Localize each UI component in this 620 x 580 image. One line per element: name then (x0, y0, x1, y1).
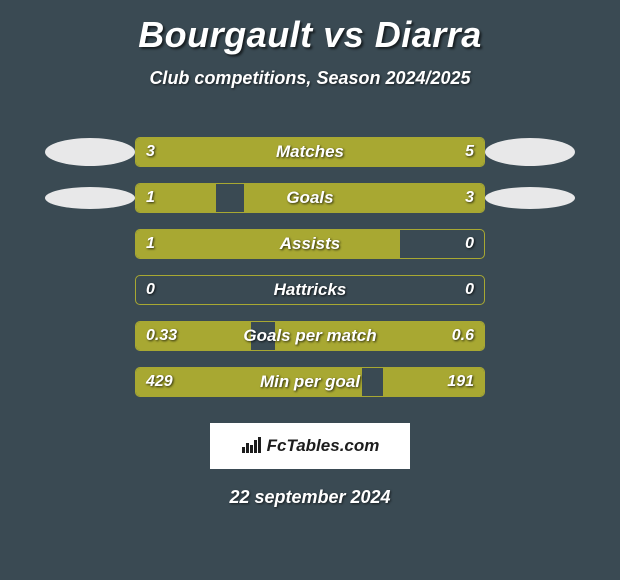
bar-chart-icon (241, 437, 263, 455)
bar-fill-right (244, 184, 484, 212)
stat-bar: 0.33 Goals per match 0.6 (135, 321, 485, 351)
player-left-avatar (45, 138, 135, 166)
stat-row-hattricks: 0 Hattricks 0 (0, 267, 620, 313)
player-right-avatar (485, 138, 575, 166)
stat-label: Assists (280, 234, 340, 254)
stat-value-right: 0 (465, 235, 474, 253)
stat-label: Goals per match (243, 326, 376, 346)
stat-value-right: 3 (465, 189, 474, 207)
player-right-name: Diarra (375, 14, 482, 55)
footer-date: 22 september 2024 (0, 487, 620, 508)
stat-bar: 429 Min per goal 191 (135, 367, 485, 397)
stat-value-left: 0.33 (146, 327, 177, 345)
stat-value-right: 5 (465, 143, 474, 161)
comparison-chart: 3 Matches 5 1 Goals 3 1 Assists 0 (0, 129, 620, 405)
vs-text: vs (323, 14, 364, 55)
stat-row-gpm: 0.33 Goals per match 0.6 (0, 313, 620, 359)
bar-fill-left (136, 230, 400, 258)
stat-bar: 1 Assists 0 (135, 229, 485, 259)
avatar-ellipse-left (45, 138, 135, 166)
stat-value-right: 0 (465, 281, 474, 299)
subtitle: Club competitions, Season 2024/2025 (0, 68, 620, 89)
player-right-avatar-2 (485, 187, 575, 209)
avatar-ellipse-right (485, 138, 575, 166)
stat-value-left: 1 (146, 189, 155, 207)
stat-label: Min per goal (260, 372, 360, 392)
branding-text: FcTables.com (267, 436, 380, 456)
stat-bar: 0 Hattricks 0 (135, 275, 485, 305)
stat-value-right: 0.6 (452, 327, 474, 345)
stat-value-left: 429 (146, 373, 173, 391)
stat-bar: 1 Goals 3 (135, 183, 485, 213)
stat-row-mpg: 429 Min per goal 191 (0, 359, 620, 405)
branding-box[interactable]: FcTables.com (210, 423, 410, 469)
stat-row-matches: 3 Matches 5 (0, 129, 620, 175)
stat-row-goals: 1 Goals 3 (0, 175, 620, 221)
stat-bar: 3 Matches 5 (135, 137, 485, 167)
stat-row-assists: 1 Assists 0 (0, 221, 620, 267)
avatar-ellipse-left-2 (45, 187, 135, 209)
stat-value-left: 1 (146, 235, 155, 253)
avatar-ellipse-right-2 (485, 187, 575, 209)
stat-label: Matches (276, 142, 344, 162)
player-left-avatar-2 (45, 187, 135, 209)
stat-value-right: 191 (447, 373, 474, 391)
stat-value-left: 3 (146, 143, 155, 161)
stat-label: Goals (286, 188, 333, 208)
bar-fill-left (136, 138, 267, 166)
player-left-name: Bourgault (138, 14, 312, 55)
page-title: Bourgault vs Diarra (0, 0, 620, 56)
stat-label: Hattricks (274, 280, 347, 300)
stat-value-left: 0 (146, 281, 155, 299)
